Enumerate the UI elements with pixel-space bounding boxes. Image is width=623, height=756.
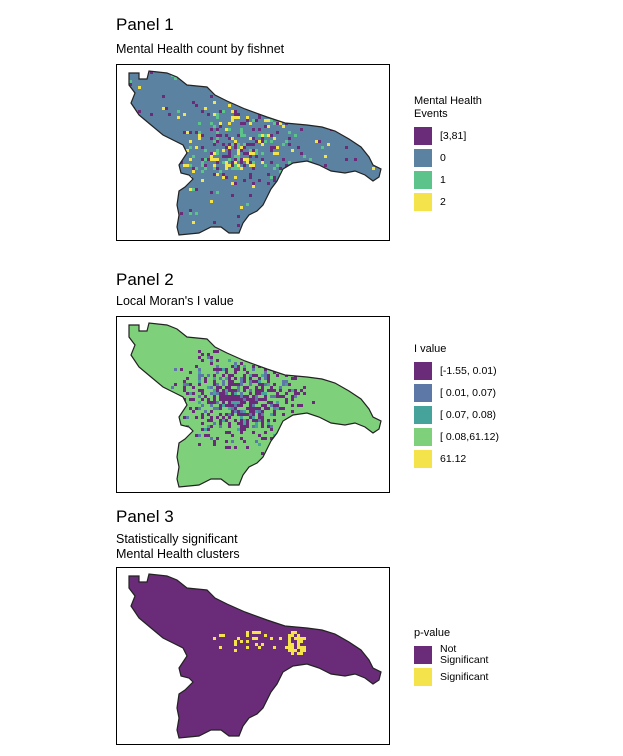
legend-swatch <box>414 362 432 380</box>
fishnet-map <box>128 70 382 236</box>
legend-item: [ 0.07, 0.08) <box>414 404 499 426</box>
legend: I value [-1.55, 0.01) [ 0.01, 0.07) [ 0.07… <box>414 343 499 470</box>
panel-subtitle: Mental Health count by fishnet <box>116 42 285 56</box>
cluster-map <box>128 573 382 739</box>
legend: p-value Not Significant Significant <box>414 627 488 688</box>
legend-label: Significant <box>440 670 489 683</box>
fishnet-cells <box>213 631 306 655</box>
legend-label: [ 0.01, 0.07) <box>440 386 497 399</box>
legend-items: Not Significant Significant <box>414 644 488 688</box>
legend-item: Not Significant <box>414 644 488 666</box>
legend-title: p-value <box>414 627 451 639</box>
legend-item: [ 0.08,61.12) <box>414 426 499 448</box>
legend-item: Significant <box>414 666 488 688</box>
legend-swatch <box>414 450 432 468</box>
panel-subtitle: Local Moran's I value <box>116 294 234 308</box>
city-boundary <box>128 322 382 488</box>
legend-item: 1 <box>414 169 482 191</box>
panel-title: Panel 1 <box>116 15 174 34</box>
legend-swatch <box>414 149 432 167</box>
legend: Mental Health Events [3,81] 0 1 2 <box>414 95 482 213</box>
legend-label: [3,81] <box>440 129 467 142</box>
legend-swatch <box>414 428 432 446</box>
panel-title: Panel 2 <box>116 270 174 289</box>
legend-item: 61.12 <box>414 448 499 470</box>
legend-label: [ 0.08,61.12) <box>440 430 499 443</box>
legend-swatch <box>414 406 432 424</box>
map-frame <box>116 64 390 241</box>
legend-swatch <box>414 193 432 211</box>
legend-label: 2 <box>440 195 446 208</box>
legend-items: [3,81] 0 1 2 <box>414 125 482 213</box>
legend-swatch <box>414 646 432 664</box>
legend-label: Not Significant <box>440 643 489 666</box>
legend-item: [-1.55, 0.01) <box>414 360 499 382</box>
legend-swatch <box>414 668 432 686</box>
legend-label: 61.12 <box>440 452 467 465</box>
legend-item: [ 0.01, 0.07) <box>414 382 499 404</box>
map-frame <box>116 316 390 493</box>
legend-items: [-1.55, 0.01) [ 0.01, 0.07) [ 0.07, 0.08) [… <box>414 360 499 470</box>
legend-item: 0 <box>414 147 482 169</box>
legend-label: 0 <box>440 151 446 164</box>
city-boundary <box>128 573 382 739</box>
city-boundary <box>128 70 382 236</box>
legend-swatch <box>414 127 432 145</box>
legend-title: I value <box>414 343 447 355</box>
legend-label: [-1.55, 0.01) <box>440 364 497 377</box>
panel-title: Panel 3 <box>116 507 174 526</box>
legend-swatch <box>414 384 432 402</box>
legend-item: 2 <box>414 191 482 213</box>
panel-subtitle: Statistically significant Mental Health … <box>116 532 240 561</box>
legend-label: 1 <box>440 173 446 186</box>
map-frame <box>116 567 390 745</box>
legend-title: Mental Health Events <box>414 95 482 120</box>
city-area <box>129 574 381 738</box>
legend-swatch <box>414 171 432 189</box>
legend-item: [3,81] <box>414 125 482 147</box>
moran-map <box>128 322 382 488</box>
legend-label: [ 0.07, 0.08) <box>440 408 497 421</box>
